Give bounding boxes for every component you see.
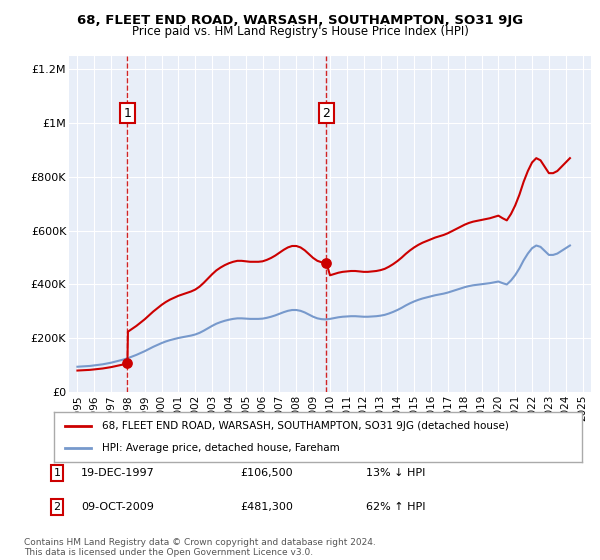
Text: 13% ↓ HPI: 13% ↓ HPI — [366, 468, 425, 478]
Text: 1: 1 — [53, 468, 61, 478]
Text: Price paid vs. HM Land Registry's House Price Index (HPI): Price paid vs. HM Land Registry's House … — [131, 25, 469, 38]
Text: HPI: Average price, detached house, Fareham: HPI: Average price, detached house, Fare… — [101, 443, 339, 453]
Text: 68, FLEET END ROAD, WARSASH, SOUTHAMPTON, SO31 9JG: 68, FLEET END ROAD, WARSASH, SOUTHAMPTON… — [77, 14, 523, 27]
Text: £481,300: £481,300 — [240, 502, 293, 512]
Point — [322, 258, 331, 267]
Text: £106,500: £106,500 — [240, 468, 293, 478]
Text: Contains HM Land Registry data © Crown copyright and database right 2024.
This d: Contains HM Land Registry data © Crown c… — [24, 538, 376, 557]
Text: 09-OCT-2009: 09-OCT-2009 — [81, 502, 154, 512]
Text: 2: 2 — [322, 106, 330, 120]
Text: 68, FLEET END ROAD, WARSASH, SOUTHAMPTON, SO31 9JG (detached house): 68, FLEET END ROAD, WARSASH, SOUTHAMPTON… — [101, 421, 508, 431]
Text: 1: 1 — [124, 106, 131, 120]
Text: 19-DEC-1997: 19-DEC-1997 — [81, 468, 155, 478]
Text: 62% ↑ HPI: 62% ↑ HPI — [366, 502, 425, 512]
Text: 2: 2 — [53, 502, 61, 512]
Point — [122, 359, 132, 368]
